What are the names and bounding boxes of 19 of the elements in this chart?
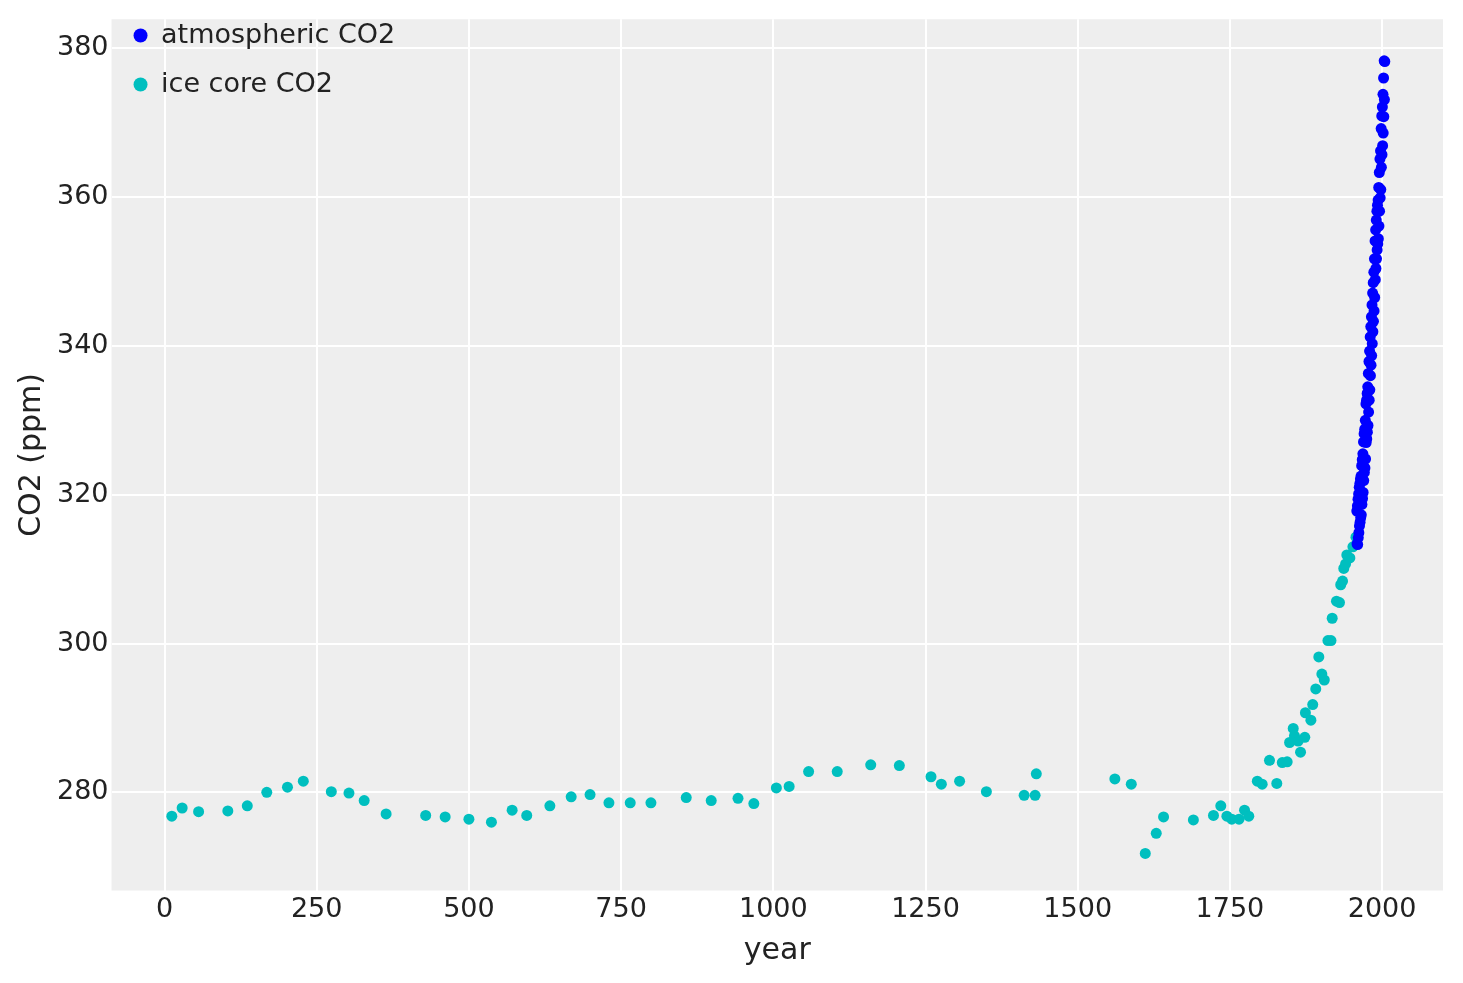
y-tick-label: 300 [56,625,109,657]
y-axis-title: CO2 (ppm) [11,372,47,537]
x-tick-label: 500 [443,891,495,923]
x-axis-title: year [743,930,812,966]
y-tick-label: 320 [56,476,109,508]
y-tick-label: 340 [56,327,109,359]
x-tick-label: 1500 [1043,891,1113,923]
x-tick-label: 1000 [738,891,808,923]
x-tick-label: 750 [595,891,647,923]
legend-label: atmospheric CO2 [161,17,396,49]
y-tick-label: 380 [56,30,109,62]
x-tick-label: 1250 [891,891,960,923]
x-tick-label: 1750 [1195,891,1265,923]
legend-label: ice core CO2 [161,66,333,98]
y-tick-label: 280 [56,774,109,806]
x-tick-label: 2000 [1347,891,1417,923]
x-tick-label: 0 [155,891,174,923]
x-tick-label: 250 [290,891,343,923]
y-tick-label: 360 [56,179,109,211]
